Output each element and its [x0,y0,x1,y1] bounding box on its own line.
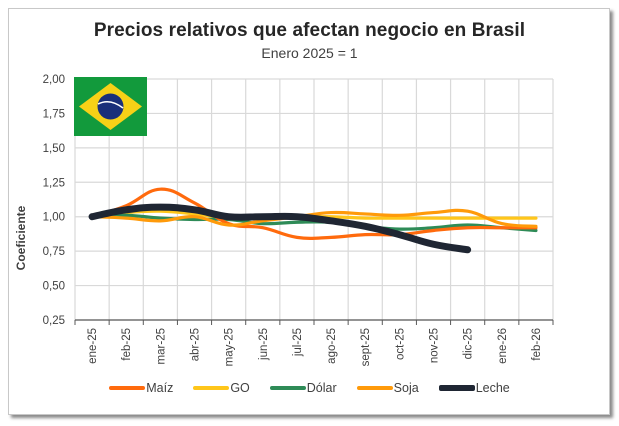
flag-blue-globe [97,93,124,120]
x-tick-label: ago-25 [326,328,338,364]
y-tick-label: 0,75 [43,246,65,258]
y-axis-label: Coeficiente [14,205,28,270]
x-tick-label: may-25 [224,328,236,366]
x-tick-label: jul-25 [292,328,304,357]
legend-label: Maíz [146,381,174,395]
legend-label: GO [230,381,250,395]
x-tick-label: jun-25 [258,328,270,361]
x-tick-label: oct-25 [394,328,406,360]
series-lines [88,187,538,254]
brazil-flag-icon [74,77,147,136]
y-tick-label: 1,00 [43,212,65,224]
series-line-maiz [90,187,538,240]
x-tick-labels: ene-25 feb-25 mar-25 abr-25 may-25 jun-25 jul-… [87,328,543,366]
legend-item-soja: Soja [356,381,419,395]
chart-title: Precios relativos que afectan negocio en… [93,20,526,41]
legend-swatch [438,385,475,391]
x-tick-label: abr-25 [190,328,202,361]
y-tick-labels: 0,25 0,50 0,75 1,00 1,25 1,50 1,75 2,00 [43,74,65,327]
x-tick-label: nov-25 [429,328,441,363]
legend-item-leche: Leche [438,381,510,395]
y-tick-label: 1,25 [43,177,65,189]
y-tick-label: 0,25 [43,315,65,327]
legend-swatch [269,386,306,390]
x-tick-label: ene-25 [87,328,99,364]
y-tick-label: 2,00 [43,74,65,86]
chart-subtitle: Enero 2025 = 1 [261,45,358,61]
x-tick-label: ene-26 [497,328,509,364]
legend-swatch [109,386,146,390]
legend-item-maiz: Maíz [109,381,173,395]
x-tick-label: dic-25 [463,328,475,359]
x-tick-label: feb-26 [531,328,543,361]
chart-legend: Maíz GO Dólar Soja Leche [0,381,619,395]
series-line-leche [88,203,472,254]
legend-swatch [356,386,393,390]
series-line-soja [90,208,538,228]
y-tick-label: 1,50 [43,143,65,155]
legend-swatch [193,386,230,390]
x-tick-label: feb-25 [121,328,133,361]
axes [74,319,554,325]
legend-item-go: GO [193,381,250,395]
legend-label: Dólar [306,381,337,395]
y-tick-label: 0,50 [43,281,65,293]
flag-band [97,100,124,109]
legend-label: Leche [475,381,510,395]
y-tick-label: 1,75 [43,108,65,120]
legend-label: Soja [393,381,419,395]
x-tick-label: mar-25 [155,328,167,364]
x-tick-label: sept-25 [360,328,372,366]
legend-item-dolar: Dólar [269,381,337,395]
